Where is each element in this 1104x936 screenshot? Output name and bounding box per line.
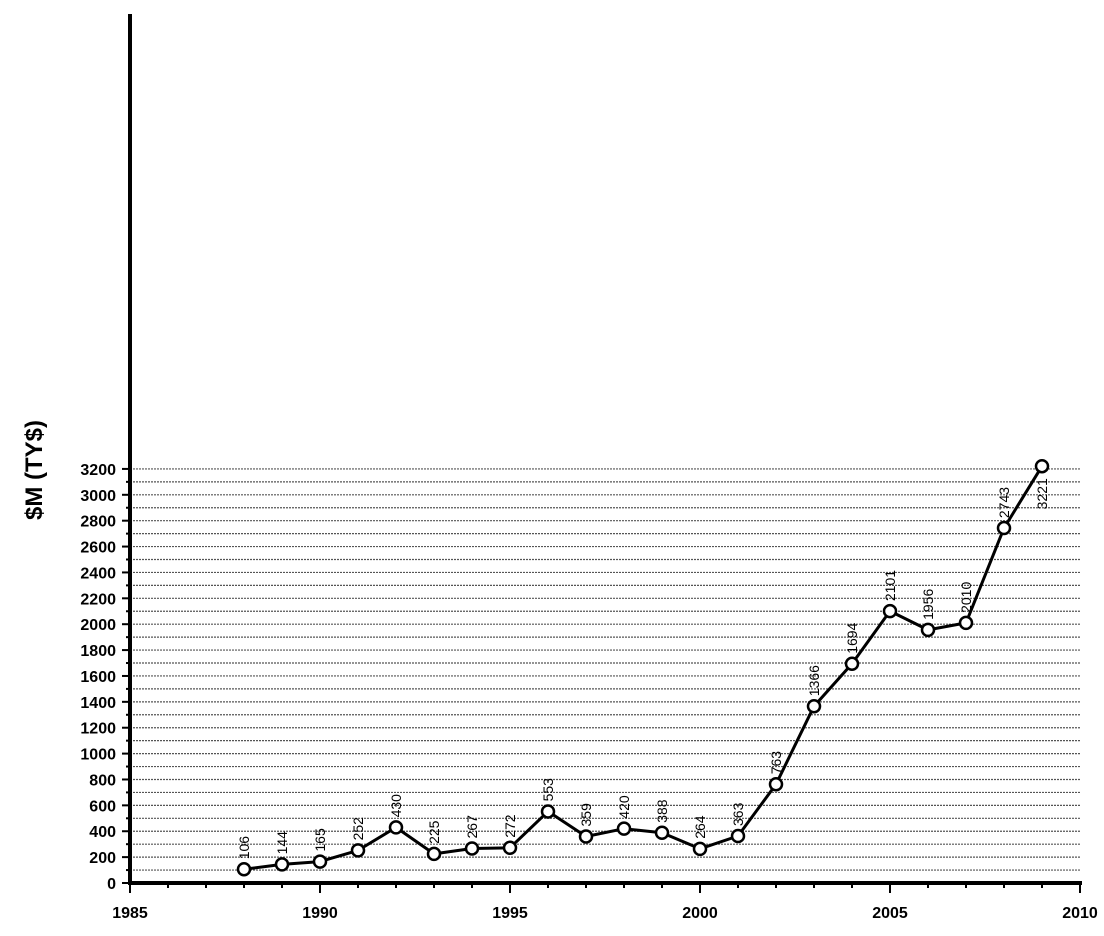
y-tick-label: 800	[89, 772, 116, 789]
data-point	[768, 777, 784, 792]
data-point	[350, 843, 366, 858]
x-tick-label: 2010	[1062, 905, 1098, 922]
data-label: 363	[730, 802, 746, 826]
axes	[122, 14, 1082, 893]
y-tick-label: 3000	[80, 488, 116, 505]
series-line	[243, 465, 1044, 871]
x-tick-label: 1990	[302, 905, 338, 922]
data-label: 2743	[996, 487, 1012, 518]
data-label: 2010	[958, 582, 974, 613]
data-point	[616, 821, 632, 836]
y-tick-label: 2800	[80, 514, 116, 531]
data-label: 144	[274, 831, 290, 855]
data-label: 1366	[806, 665, 822, 696]
data-label: 225	[426, 820, 442, 844]
data-label: 359	[578, 803, 594, 827]
data-series	[236, 458, 1050, 877]
data-point	[426, 846, 442, 862]
data-point	[1034, 458, 1050, 474]
y-tick-label: 1200	[80, 721, 116, 738]
data-label: 2101	[882, 570, 898, 601]
y-tick-label: 2600	[80, 540, 116, 557]
data-point	[882, 603, 898, 619]
y-tick-label: 400	[89, 824, 116, 841]
y-tick-label: 2000	[80, 617, 116, 634]
data-label: 165	[312, 828, 328, 852]
data-label: 272	[502, 814, 518, 838]
y-tick-labels: 0 200 400 600 800 1000 1200 1400 1600 1800 2000 220…	[80, 462, 116, 893]
y-tick-label: 600	[89, 798, 116, 815]
data-label: 553	[540, 778, 556, 802]
data-point	[920, 622, 936, 638]
data-point	[312, 854, 328, 869]
data-point	[692, 841, 708, 857]
data-label: 1956	[920, 589, 936, 620]
data-labels: 106 144 165 252 430 225 267 272 553 359 420 388 264 3…	[236, 478, 1050, 859]
gridlines	[130, 468, 1080, 871]
data-label: 252	[350, 817, 366, 841]
y-axis-label: $M (TY$)	[21, 420, 48, 520]
data-point	[996, 520, 1012, 536]
data-label: 763	[768, 751, 784, 775]
data-label: 3221	[1034, 478, 1050, 509]
data-label: 388	[654, 799, 670, 823]
data-label: 430	[388, 794, 404, 818]
data-point	[502, 840, 518, 856]
data-label: 264	[692, 815, 708, 839]
y-tick-label: 1800	[80, 643, 116, 660]
data-point	[578, 829, 594, 844]
y-tick-label: 200	[89, 850, 116, 867]
data-label: 267	[464, 815, 480, 839]
data-label: 420	[616, 795, 632, 819]
data-point	[806, 698, 822, 714]
y-tick-label: 3200	[80, 462, 116, 479]
data-point	[844, 656, 860, 672]
data-point	[958, 615, 974, 631]
y-tick-label: 2200	[80, 591, 116, 608]
y-tick-label: 1600	[80, 669, 116, 686]
y-tick-label: 0	[107, 876, 116, 893]
x-tick-label: 2005	[872, 905, 908, 922]
x-tick-labels: 1985 1990 1995 2000 2005 2010	[112, 905, 1098, 922]
x-tick-label: 1995	[492, 905, 528, 922]
data-label: 106	[236, 836, 252, 860]
data-point	[464, 841, 480, 856]
data-point	[540, 804, 556, 819]
y-tick-label: 2400	[80, 565, 116, 582]
data-point	[730, 828, 746, 844]
data-point	[274, 857, 290, 872]
y-tick-label: 1400	[80, 695, 116, 712]
data-point	[388, 820, 404, 835]
x-tick-label: 1985	[112, 905, 148, 922]
x-tick-label: 2000	[682, 905, 718, 922]
data-point	[236, 862, 252, 877]
data-point	[654, 825, 670, 841]
data-label: 1694	[844, 622, 860, 653]
y-tick-label: 1000	[80, 747, 116, 764]
